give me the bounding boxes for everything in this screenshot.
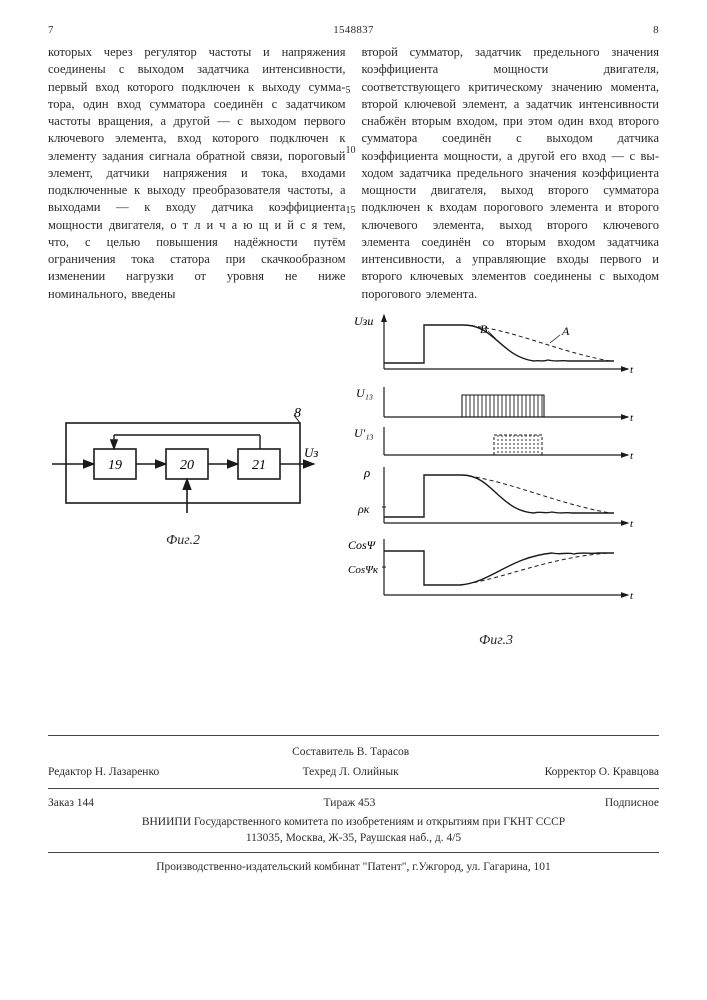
svg-text:t: t (630, 412, 634, 424)
svg-text:t: t (630, 518, 634, 530)
figure-2: 19 20 21 (48, 401, 318, 549)
page-num-left: 7 (48, 24, 54, 36)
fig2-svg: 19 20 21 (48, 401, 318, 531)
block-19-label: 19 (108, 458, 122, 473)
fig3-svg: Uзи В А t U₁₃ (346, 311, 646, 631)
block-21-label: 21 (252, 458, 266, 473)
patent-number: 1548837 (333, 24, 374, 36)
column-left: которых через регулятор частоты и напряж… (48, 44, 346, 303)
fig2-out-label: Uзи (304, 445, 318, 460)
svg-text:U₁₃: U₁₃ (356, 386, 373, 400)
corrector: Корректор О. Кравцова (455, 762, 659, 782)
col2-text: второй сумматор, задатчик предельно­го з… (362, 44, 660, 303)
svg-text:ρк: ρк (357, 502, 370, 516)
compiler: Составитель В. Тарасов (246, 742, 455, 762)
credits-block: Составитель В. Тарасов Редактор Н. Лазар… (48, 742, 659, 876)
subscript: Подписное (605, 795, 659, 811)
figures-row: 19 20 21 (48, 311, 659, 649)
block-20-label: 20 (180, 458, 194, 473)
fig3-caption: Фиг.3 (346, 633, 646, 649)
fig2-top-label: 8 (294, 406, 301, 421)
svg-text:В: В (480, 322, 488, 336)
order-no: Заказ 144 (48, 795, 94, 811)
svg-text:Uзи: Uзи (354, 314, 373, 328)
col1-text: которых через регулятор частоты и напряж… (48, 44, 346, 303)
svg-text:ρ: ρ (363, 465, 370, 480)
page-num-right: 8 (653, 24, 659, 36)
editor: Редактор Н. Лазаренко (48, 762, 246, 782)
techred: Техред Л. Олийнык (246, 762, 455, 782)
page: 7 1548837 8 которых через регулятор част… (0, 0, 707, 895)
org1: ВНИИПИ Государственного комитета по изоб… (48, 814, 659, 830)
svg-text:t: t (630, 364, 634, 376)
svg-text:CosΨк: CosΨк (348, 564, 379, 576)
figure-3: Uзи В А t U₁₃ (346, 311, 646, 649)
column-right: 5 10 15 второй сумматор, задатчик предел… (362, 44, 660, 303)
tirazh: Тираж 453 (324, 795, 376, 811)
svg-text:t: t (630, 450, 634, 462)
line-num: 15 (346, 204, 356, 218)
svg-text:U'₁₃: U'₁₃ (354, 426, 374, 440)
text-columns: которых через регулятор частоты и напряж… (48, 44, 659, 303)
page-header: 7 1548837 8 (48, 24, 659, 36)
org2: Производственно-издательский комбинат "П… (48, 859, 659, 875)
addr1: 113035, Москва, Ж-35, Раушская наб., д. … (48, 830, 659, 846)
line-num: 5 (346, 84, 351, 98)
fig2-caption: Фиг.2 (48, 533, 318, 549)
line-num: 10 (346, 144, 356, 158)
svg-text:CosΨ: CosΨ (348, 538, 377, 552)
svg-text:А: А (561, 324, 570, 338)
svg-text:t: t (630, 590, 634, 602)
